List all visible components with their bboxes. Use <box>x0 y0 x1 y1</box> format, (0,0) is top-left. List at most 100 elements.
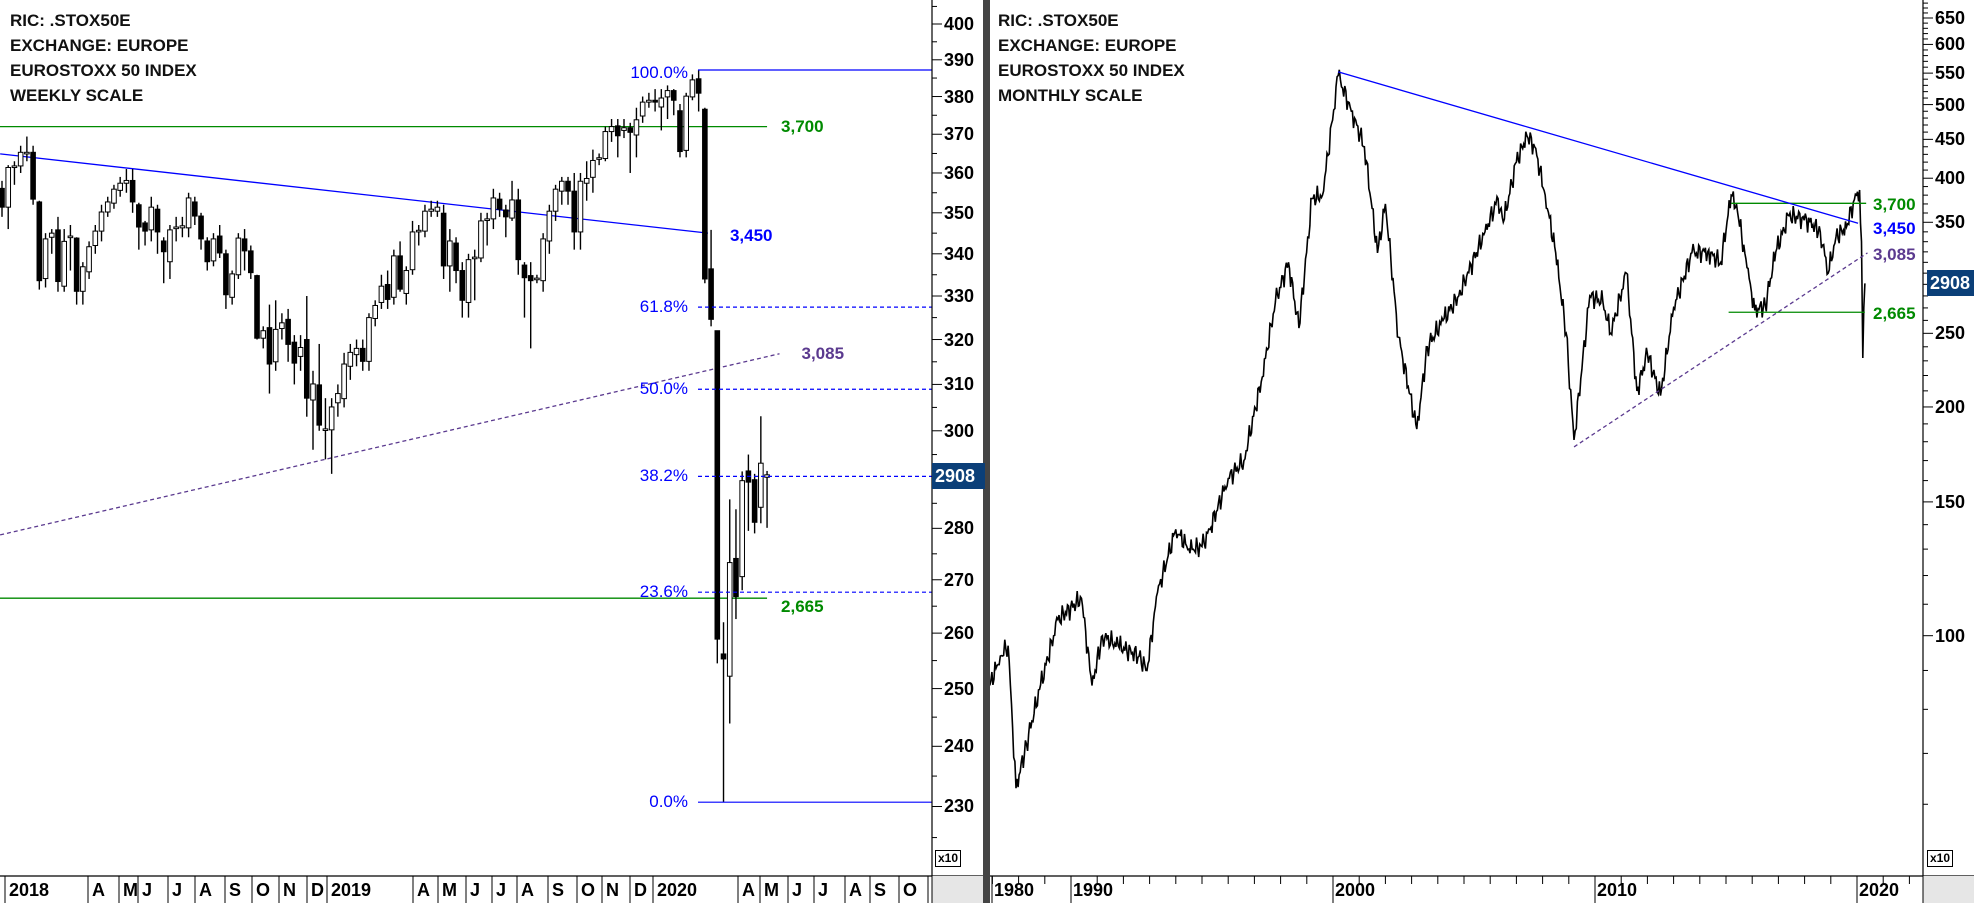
candle-up <box>664 90 671 98</box>
left-chart-info: RIC: .STOX50E EXCHANGE: EUROPE EUROSTOXX… <box>10 8 197 108</box>
candle-down <box>192 201 198 217</box>
y-tick-label: 550 <box>1935 63 1966 84</box>
candle-down <box>55 229 61 283</box>
candle-up <box>478 220 484 259</box>
candle-down <box>223 253 229 296</box>
axis-corner <box>932 876 983 903</box>
candle-down <box>129 179 136 203</box>
x-tick-label: J <box>172 880 183 900</box>
y-tick-label: 330 <box>944 286 975 306</box>
y-tick-label: 350 <box>944 202 975 223</box>
fib-label: 100.0% <box>630 62 688 82</box>
axis-corner <box>1923 876 1974 903</box>
monthly-plot-area <box>990 69 1868 789</box>
candle-up <box>24 151 30 155</box>
candle-up <box>683 95 690 151</box>
candle-up <box>471 256 478 260</box>
candle-up <box>608 126 615 133</box>
candle-down <box>751 479 758 523</box>
candle-down <box>515 199 522 261</box>
candle-up <box>210 238 217 262</box>
y-tick-label: 350 <box>1935 212 1966 233</box>
candle-up <box>92 230 99 247</box>
candle-down <box>527 275 534 282</box>
candle-up <box>602 131 609 160</box>
candle-down <box>303 339 310 399</box>
candle-up <box>372 304 378 319</box>
candle-up <box>185 197 192 229</box>
candle-up <box>552 188 559 212</box>
y-tick-label: 260 <box>944 623 975 644</box>
x-tick-label: N <box>283 880 296 900</box>
candle-down <box>160 240 167 253</box>
candle-up <box>328 406 335 431</box>
candle-down <box>695 78 702 94</box>
candle-up <box>739 480 745 578</box>
candle-up <box>646 99 652 103</box>
candle-down <box>204 240 211 263</box>
candle-up <box>583 177 590 184</box>
exchange-label: EXCHANGE: EUROPE <box>998 36 1177 55</box>
candle-up <box>540 238 546 282</box>
x-tick-label: J <box>142 880 153 900</box>
candle-down <box>266 327 273 365</box>
y-tick-label: 250 <box>1935 323 1966 344</box>
candle-down <box>254 275 260 339</box>
candle-up <box>347 351 354 367</box>
candle-down <box>565 180 571 192</box>
candle-up <box>534 277 540 281</box>
candle-down <box>720 653 727 660</box>
level-line-3085 <box>1573 252 1868 448</box>
candle-down <box>496 198 503 210</box>
y-tick-label: 600 <box>1935 34 1966 55</box>
candle-down <box>36 201 43 282</box>
candle-down <box>453 242 459 272</box>
level-label: 3,700 <box>1873 195 1916 215</box>
candle-up <box>415 229 422 233</box>
candle-up <box>403 270 410 294</box>
candle-up <box>658 97 665 108</box>
candle-up <box>123 179 130 184</box>
candle-up <box>353 347 360 356</box>
x-tick-label: J <box>818 880 829 900</box>
candle-up <box>104 201 111 213</box>
candle-up <box>229 273 235 298</box>
candle-up <box>42 238 49 280</box>
candle-up <box>758 462 764 508</box>
candle-up <box>621 127 627 131</box>
candle-down <box>521 264 528 279</box>
index-label: EUROSTOXX 50 INDEX <box>10 61 197 80</box>
candle-up <box>447 240 453 267</box>
x-tick-label: S <box>229 880 242 900</box>
candle-up <box>577 180 584 233</box>
x-tick-label: 2019 <box>331 880 372 900</box>
y-tick-label: 280 <box>944 518 975 539</box>
x-tick-label: 2020 <box>1859 880 1900 900</box>
x-tick-label: M <box>764 880 779 900</box>
weekly-plot-area <box>0 69 780 803</box>
x-tick-label: M <box>123 880 138 900</box>
y-tick-label: 340 <box>944 243 975 264</box>
level-label: 3,450 <box>1873 219 1916 239</box>
candle-down <box>708 268 714 320</box>
candle-down <box>154 208 161 233</box>
y-tick-label: 400 <box>944 14 975 34</box>
fib-label: 61.8% <box>639 297 688 317</box>
x-tick-label: A <box>417 880 430 900</box>
x-tick-label: 2018 <box>9 880 50 900</box>
candle-down <box>73 237 80 292</box>
candle-up <box>484 218 490 222</box>
x-tick-label: M <box>442 880 457 900</box>
candle-up <box>98 211 105 232</box>
ric-label: RIC: .STOX50E <box>998 11 1119 30</box>
candle-down <box>614 125 621 137</box>
candle-up <box>80 266 86 292</box>
candle-down <box>702 108 708 280</box>
x-tick-label: 1980 <box>994 880 1035 900</box>
candle-down <box>384 283 391 300</box>
x-tick-label: O <box>256 880 271 900</box>
candle-down <box>627 127 634 133</box>
scale-label: WEEKLY SCALE <box>10 86 144 105</box>
candle-down <box>670 90 677 101</box>
